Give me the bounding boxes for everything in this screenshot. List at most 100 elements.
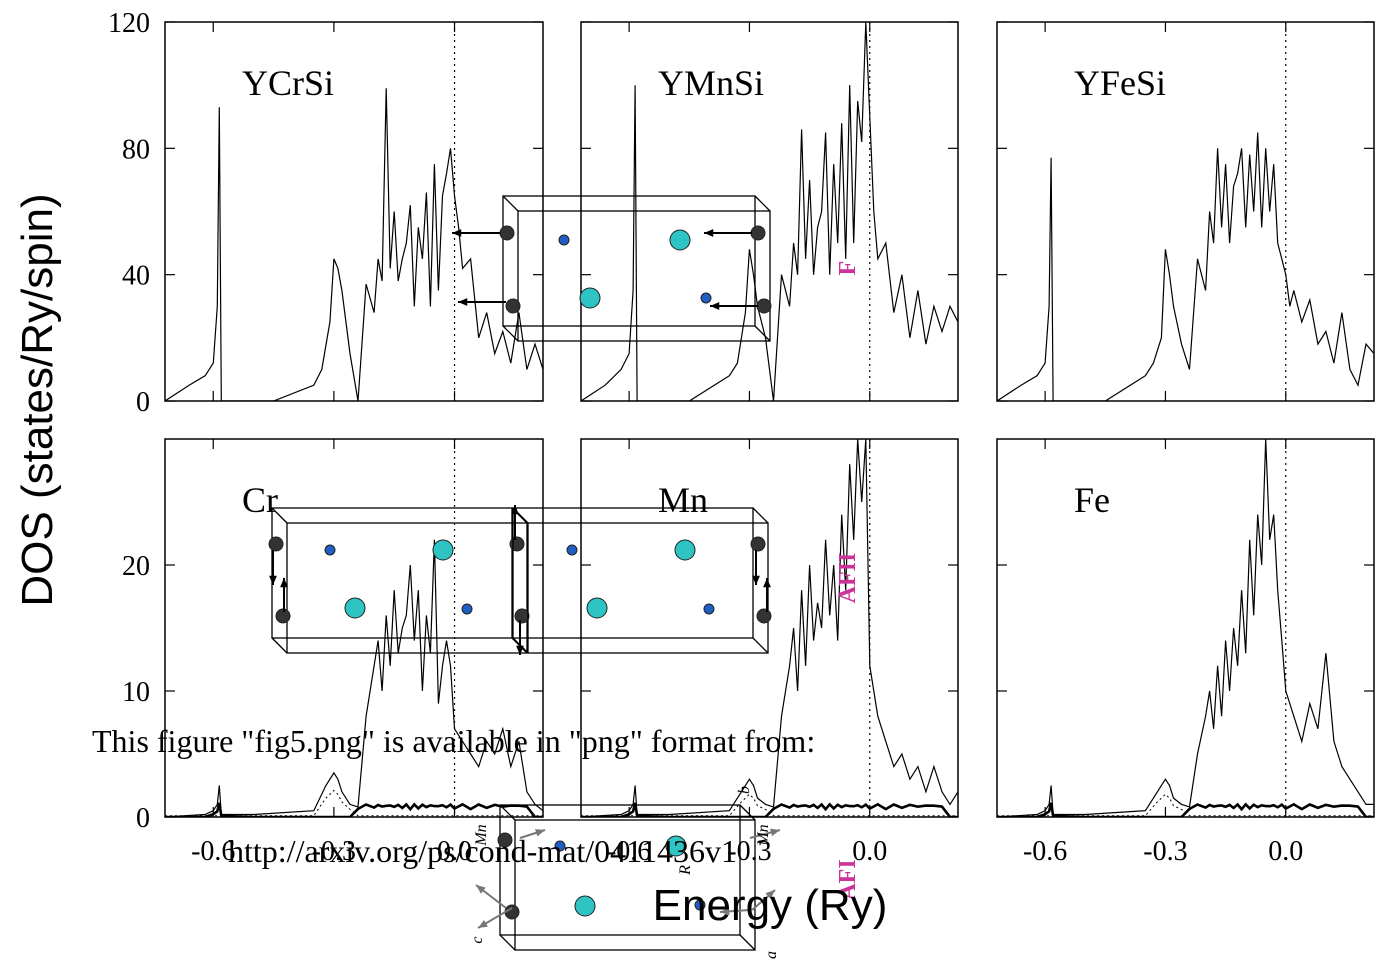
structure-afii-y-atom bbox=[586, 597, 608, 619]
structure-afii-right-front bbox=[512, 507, 754, 639]
axis-label-r: R bbox=[677, 865, 694, 876]
text-layer: DOS (states/Ry/spin) Energy (Ry) This fi… bbox=[13, 193, 887, 930]
structure-afi-gray-arrow-head bbox=[476, 885, 486, 894]
structure-afii-left-edge-2 bbox=[271, 637, 288, 654]
structure-afi-gray-arrow-head bbox=[535, 829, 545, 837]
structure-afii-right bbox=[512, 507, 772, 654]
x-tick-label-overlap-5: 0.0 bbox=[852, 836, 887, 867]
panel-yfesi-title: YFeSi bbox=[1074, 63, 1166, 103]
structure-f-mn-atom bbox=[750, 225, 766, 241]
structure-f-mn-atom bbox=[756, 298, 772, 314]
structure-afi-si-atom bbox=[694, 899, 706, 911]
structure-afi-edge-3 bbox=[739, 934, 756, 951]
structure-f-moment-arrow-head bbox=[704, 229, 714, 237]
structure-afii-mn-atom bbox=[509, 536, 525, 552]
structure-afi-y-atom bbox=[574, 895, 596, 917]
structure-afii-mn-atom bbox=[514, 608, 530, 624]
overlay-url: http://arxiv.org/ps/cond-mat/0411436v1 bbox=[228, 833, 737, 869]
structure-afii-moment-arrow-head bbox=[269, 575, 277, 585]
panel-mn-interstitial-dos-line bbox=[581, 793, 958, 817]
structure-afi-gray-arrow-head bbox=[720, 907, 730, 916]
panel-ycrsi-title: YCrSi bbox=[242, 63, 334, 103]
panel-yfesi-frame bbox=[996, 21, 1375, 402]
structure-afii-si-atom bbox=[566, 544, 578, 556]
x-tick-label-fe-0: -0.6 bbox=[1023, 836, 1067, 867]
panel-ymnsi-title: YMnSi bbox=[658, 63, 764, 103]
panel-yfesi-dos-line bbox=[997, 132, 1374, 401]
structure-afi-gray-arrow-head bbox=[765, 890, 775, 899]
structure-f-si-atom bbox=[700, 292, 712, 304]
structure-f-y-atom bbox=[579, 287, 601, 309]
structure-afi-edge-0 bbox=[499, 804, 516, 821]
structure-afii-moment-arrow-head bbox=[280, 578, 288, 588]
structure-afii-left bbox=[268, 505, 530, 655]
panel-cr-dos-line bbox=[165, 539, 543, 817]
x-axis-title: Energy (Ry) bbox=[653, 881, 888, 930]
x-tick-label-fe-2: 0.0 bbox=[1268, 836, 1303, 867]
structure-afii-mn-atom bbox=[268, 536, 284, 552]
structure-afi-y-atom bbox=[665, 835, 687, 857]
structure-afii-right-edge-1 bbox=[752, 507, 769, 524]
structure-afii-si-atom bbox=[324, 544, 336, 556]
structure-f-front bbox=[502, 195, 756, 327]
panel-ycrsi-dos-line bbox=[165, 88, 543, 401]
magnetic-label-afii: AFII bbox=[835, 553, 861, 604]
structure-afii-right-edge-2 bbox=[512, 637, 529, 654]
structure-afii-si-atom bbox=[703, 603, 715, 615]
structure-f-moment-arrow-head bbox=[452, 229, 462, 237]
structure-afi-gray-arrow-head bbox=[770, 828, 780, 837]
structure-afi-front bbox=[499, 804, 741, 936]
structure-overlay-layer: F AFII AFI b c a R Mn Mn bbox=[268, 195, 861, 959]
panel-mn-partial-dos-line bbox=[581, 802, 958, 817]
structure-f-edge-3 bbox=[754, 325, 771, 342]
y-tick-label-top-1: 40 bbox=[122, 261, 150, 292]
panel-ymnsi-dos-line bbox=[581, 22, 958, 401]
y-tick-label-top-3: 120 bbox=[108, 8, 150, 39]
panel-mn-title: Mn bbox=[658, 480, 708, 520]
x-tick-label-overlap-1: -0.3 bbox=[312, 836, 356, 867]
structure-afi-mn-atom bbox=[497, 832, 513, 848]
structure-afii-mn-atom bbox=[750, 536, 766, 552]
structure-afii-left-front bbox=[271, 507, 513, 639]
axis-label-a: a bbox=[763, 951, 780, 959]
structure-f-back bbox=[517, 210, 771, 342]
axis-label-b: b bbox=[736, 786, 753, 794]
panel-fe-partial-dos-line bbox=[997, 802, 1374, 817]
structure-afi-back bbox=[514, 819, 756, 951]
magnetic-label-afi: AFI bbox=[835, 859, 861, 900]
panel-fe-frame bbox=[996, 438, 1375, 818]
structure-f-mn-atom bbox=[505, 298, 521, 314]
x-tick-label-overlap-2: 0.0 bbox=[437, 836, 472, 867]
structure-afii-y-atom bbox=[344, 597, 366, 619]
panel-ycrsi-frame bbox=[164, 21, 544, 402]
x-tick-label-fe-1: -0.3 bbox=[1143, 836, 1187, 867]
structure-f-edge-2 bbox=[502, 325, 519, 342]
x-tick-label-overlap-4: -0.3 bbox=[727, 836, 771, 867]
structure-f-moment-arrow-head bbox=[710, 302, 720, 310]
structure-afii-moment-arrow-head bbox=[752, 575, 760, 585]
structure-f-mn-atom bbox=[499, 225, 515, 241]
panel-cr-frame bbox=[164, 438, 544, 818]
y-tick-label-bottom-2: 20 bbox=[122, 551, 150, 582]
structure-afii-right-edge-3 bbox=[752, 637, 769, 654]
y-tick-label-top-0: 0 bbox=[136, 387, 150, 418]
panel-fe-interstitial-dos-line bbox=[997, 793, 1374, 817]
structure-afii-right-back bbox=[527, 522, 769, 654]
axis-label-mn-right: Mn bbox=[755, 824, 772, 846]
structure-afii-si-atom bbox=[461, 603, 473, 615]
structure-afi-si-atom bbox=[554, 840, 566, 852]
structure-afii-left-back bbox=[286, 522, 528, 654]
structure-f-si-atom bbox=[558, 234, 570, 246]
x-tick-label-overlap-3: -0.6 bbox=[607, 836, 651, 867]
structure-afii-moment-arrow-head bbox=[516, 645, 524, 655]
structure-afii-y-atom bbox=[432, 539, 454, 561]
panel-fe-title: Fe bbox=[1074, 480, 1110, 520]
structure-afii-moment-arrow-head bbox=[763, 578, 771, 588]
structure-afii-y-atom bbox=[674, 539, 696, 561]
structure-f-y-atom bbox=[669, 229, 691, 251]
y-tick-label-top-2: 80 bbox=[122, 134, 150, 165]
structure-afi-edge-1 bbox=[739, 804, 756, 821]
structure-afii-mn-atom bbox=[756, 608, 772, 624]
